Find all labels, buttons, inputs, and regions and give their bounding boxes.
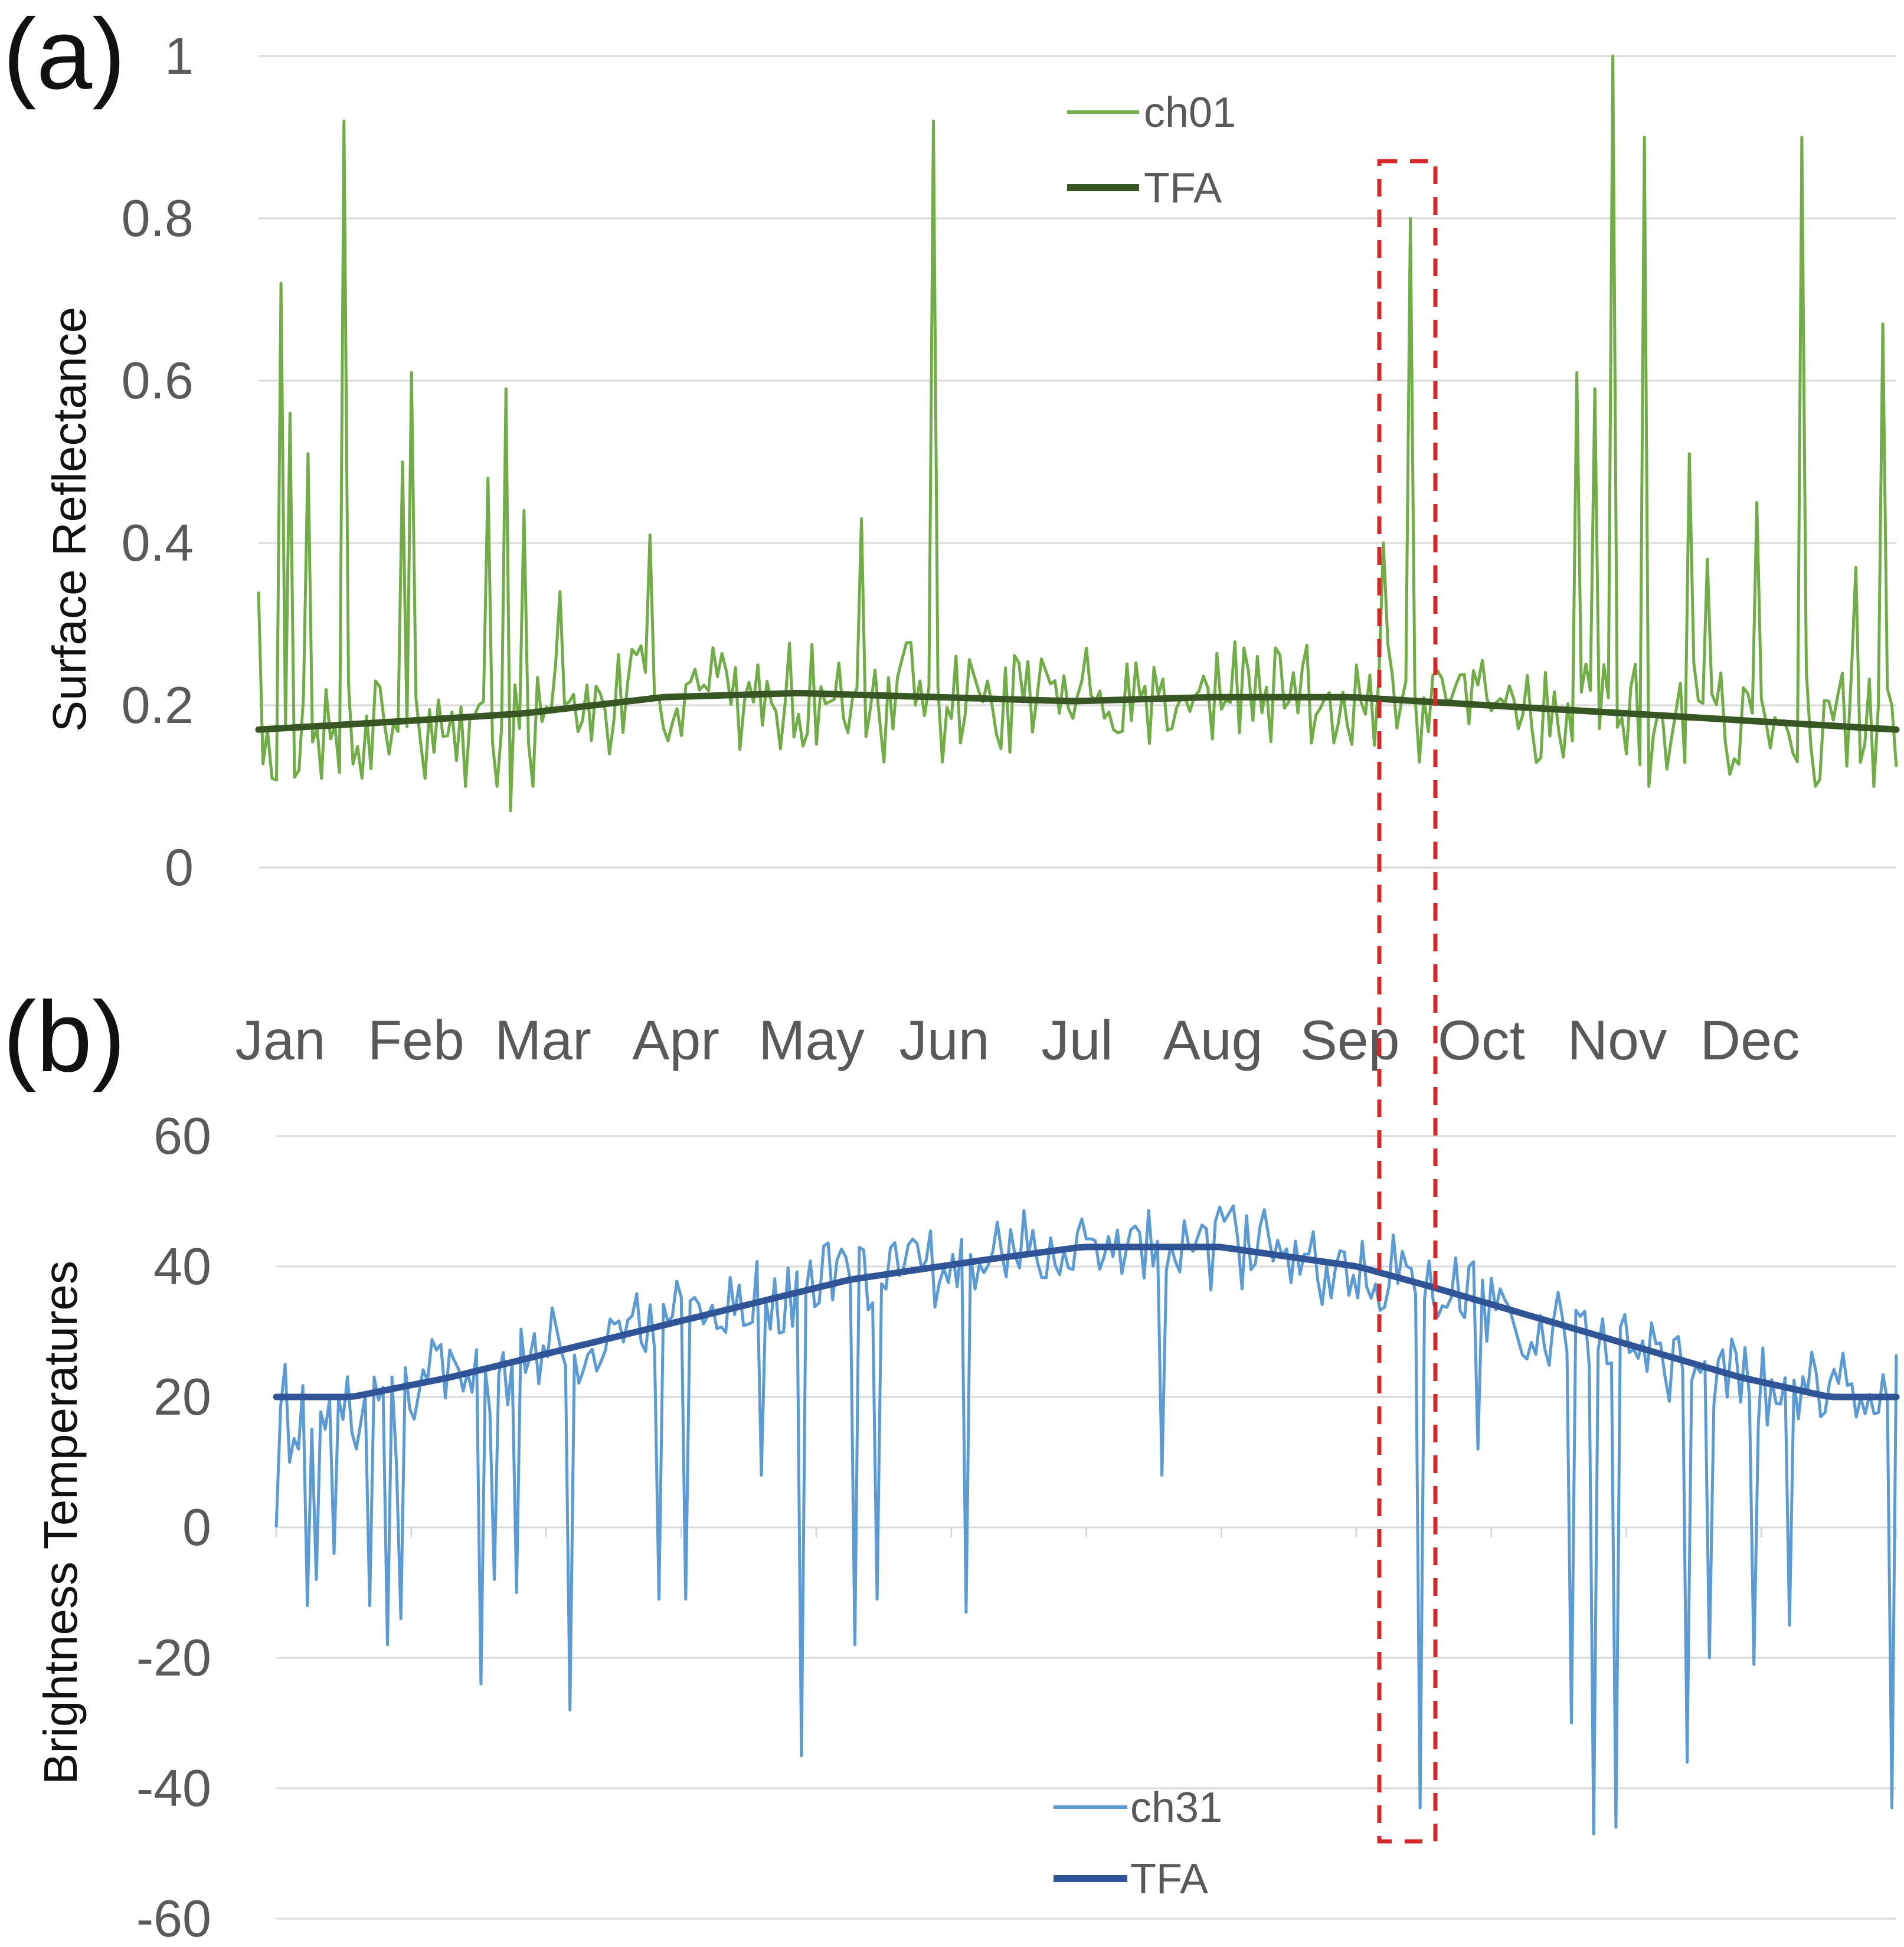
month-label: Jan [235, 1009, 325, 1072]
series-b-ch31-line [274, 1204, 1898, 1835]
ytick-b-60: 60 [153, 1107, 211, 1165]
series-b-tfa-line [273, 1244, 1900, 1400]
ytick-b--60: -60 [136, 1889, 211, 1947]
month-label: May [758, 1009, 865, 1072]
highlight-box [1377, 159, 1438, 1844]
ytick-a-0.4: 0.4 [122, 513, 194, 572]
series-a-tfa-line [255, 689, 1900, 733]
ytick-a-0.6: 0.6 [122, 351, 194, 410]
ytick-b-0: 0 [182, 1498, 211, 1556]
month-label: Feb [368, 1009, 464, 1072]
minor-ticks-b [275, 1527, 1898, 1537]
ytick-a-0: 0 [165, 838, 194, 896]
ytick-a-0.2: 0.2 [122, 676, 194, 734]
month-label: Jul [1041, 1009, 1113, 1072]
y-ticks-a: 1 0.8 0.6 0.4 0.2 0 [122, 27, 194, 896]
month-label: Jun [899, 1009, 989, 1072]
ytick-a-1: 1 [165, 27, 194, 85]
month-label: Aug [1163, 1009, 1262, 1072]
legend-b-ch31-label: ch31 [1130, 1784, 1222, 1831]
panel-a-label: (a) [3, 0, 126, 110]
panel-a: (a) 1 0.8 0.6 0.4 0.2 0 Surface Reflecta… [3, 0, 1900, 896]
legend-a-tfa-label: TFA [1144, 165, 1222, 212]
y-axis-title-a: Surface Reflectance [43, 307, 96, 732]
legend-b: ch31 TFA [1054, 1784, 1222, 1903]
ytick-b-40: 40 [153, 1237, 211, 1295]
legend-b-tfa-label: TFA [1130, 1856, 1208, 1903]
legend-a-ch01-label: ch01 [1144, 89, 1236, 136]
series-a-ch01-line [257, 54, 1898, 813]
month-label: Dec [1700, 1009, 1800, 1072]
month-label: Apr [632, 1009, 719, 1072]
grid-a [259, 55, 1896, 869]
panel-b-label: (b) [3, 981, 126, 1093]
month-label: Mar [495, 1009, 591, 1072]
ytick-b-20: 20 [153, 1367, 211, 1426]
ytick-b--20: -20 [136, 1628, 211, 1687]
y-axis-title-b: Brightness Temperatures [34, 1261, 87, 1785]
month-labels: Jan Feb Mar Apr May Jun Jul Aug Sep Oct … [235, 1009, 1800, 1072]
month-label: Nov [1568, 1009, 1667, 1072]
ytick-a-0.8: 0.8 [122, 189, 194, 247]
month-label: Sep [1300, 1009, 1399, 1072]
panel-b: (b) 60 40 20 0 -20 -40 -60 Brightness Te… [3, 981, 1900, 1947]
y-ticks-b: 60 40 20 0 -20 -40 -60 [136, 1107, 211, 1947]
month-label: Oct [1438, 1009, 1525, 1072]
ytick-b--40: -40 [136, 1759, 211, 1817]
legend-a: ch01 TFA [1067, 89, 1236, 212]
